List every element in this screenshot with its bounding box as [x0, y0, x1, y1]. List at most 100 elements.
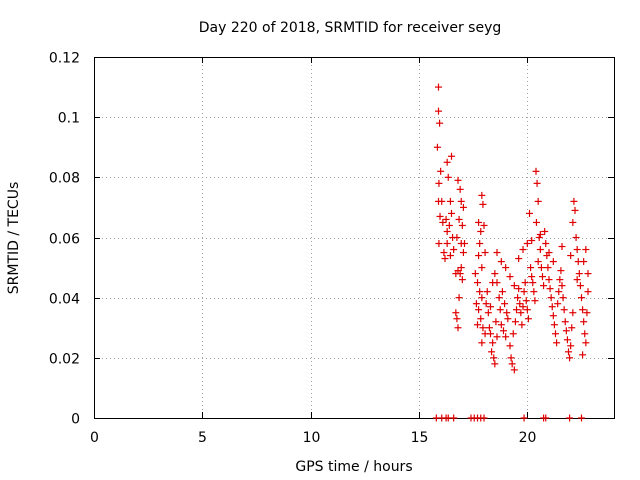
data-point	[523, 306, 531, 314]
data-point	[529, 279, 537, 287]
data-point	[471, 270, 479, 278]
data-point	[510, 282, 518, 290]
data-point	[477, 315, 485, 323]
data-point	[440, 249, 448, 257]
data-point	[433, 143, 441, 151]
data-point	[509, 330, 517, 338]
x-tick-label: 0	[90, 430, 99, 446]
data-point	[526, 209, 533, 217]
data-point	[514, 294, 522, 302]
x-axis-label: GPS time / hours	[295, 459, 412, 475]
axis-ticks	[94, 57, 614, 419]
y-tick-label: 0.12	[49, 51, 80, 67]
data-point	[446, 252, 454, 260]
data-point	[506, 273, 514, 281]
data-point	[578, 414, 585, 422]
data-point	[437, 167, 445, 175]
data-point	[493, 279, 501, 287]
data-point	[536, 246, 544, 254]
data-point	[532, 167, 540, 175]
data-point	[580, 258, 588, 266]
x-tick-label: 5	[198, 430, 207, 446]
data-point	[582, 339, 590, 347]
data-point	[448, 152, 455, 160]
data-point	[571, 206, 579, 214]
data-point	[457, 197, 465, 205]
data-point	[532, 218, 540, 226]
data-point	[515, 255, 523, 263]
data-point	[496, 306, 504, 314]
data-point	[583, 309, 591, 317]
data-point	[567, 342, 575, 350]
data-point	[439, 218, 447, 226]
data-point	[569, 309, 577, 317]
data-point	[579, 351, 587, 359]
data-point	[544, 264, 552, 272]
data-point	[475, 306, 483, 314]
data-point	[547, 294, 555, 302]
data-point	[476, 288, 484, 296]
data-point	[502, 264, 510, 272]
data-point	[561, 318, 569, 326]
data-point	[436, 212, 444, 220]
data-point	[452, 309, 460, 317]
data-point	[578, 294, 585, 302]
data-point	[519, 303, 527, 311]
data-point	[506, 342, 514, 350]
data-point	[444, 173, 452, 181]
data-point	[491, 360, 499, 368]
data-point	[534, 197, 542, 205]
data-point	[507, 354, 515, 362]
data-point	[559, 294, 567, 302]
data-point	[450, 246, 458, 254]
data-point	[435, 83, 442, 91]
data-point	[518, 321, 526, 329]
data-point	[489, 339, 497, 347]
data-point	[545, 249, 553, 257]
data-point	[546, 285, 554, 293]
data-point	[492, 318, 500, 326]
data-point	[435, 179, 443, 187]
data-point	[581, 330, 589, 338]
data-point	[479, 200, 487, 208]
data-point	[549, 312, 557, 320]
y-tick-label: 0.1	[58, 111, 80, 127]
data-point	[540, 282, 548, 290]
data-point	[446, 197, 454, 205]
data-point	[497, 321, 505, 329]
data-point	[479, 324, 487, 332]
data-point	[435, 240, 443, 248]
data-point	[517, 309, 525, 317]
data-point	[568, 324, 576, 332]
data-point	[527, 264, 535, 272]
data-point	[445, 221, 453, 229]
data-point	[478, 294, 486, 302]
grid-lines	[94, 57, 614, 418]
data-point	[558, 243, 566, 251]
y-axis-label: SRMTID / TECUs	[6, 182, 22, 295]
data-point	[542, 240, 550, 248]
data-point	[450, 414, 458, 422]
data-point	[539, 273, 546, 281]
data-point	[459, 249, 467, 257]
data-point	[567, 252, 575, 260]
data-point	[435, 107, 442, 115]
x-axis-tick-labels: 0 5 10 15 20	[90, 430, 536, 446]
data-point	[531, 297, 539, 305]
data-point	[572, 234, 580, 241]
data-point	[482, 300, 490, 308]
data-point	[474, 279, 481, 287]
data-point	[472, 300, 480, 308]
data-point	[457, 264, 465, 272]
data-points	[432, 83, 592, 422]
data-point	[535, 234, 543, 241]
data-point	[580, 318, 588, 326]
data-point	[481, 249, 489, 257]
data-point	[557, 267, 565, 275]
data-point	[536, 230, 544, 238]
data-point	[504, 315, 512, 323]
data-point	[566, 354, 574, 362]
data-point	[485, 324, 493, 332]
data-point	[556, 276, 564, 284]
data-point	[575, 270, 583, 278]
